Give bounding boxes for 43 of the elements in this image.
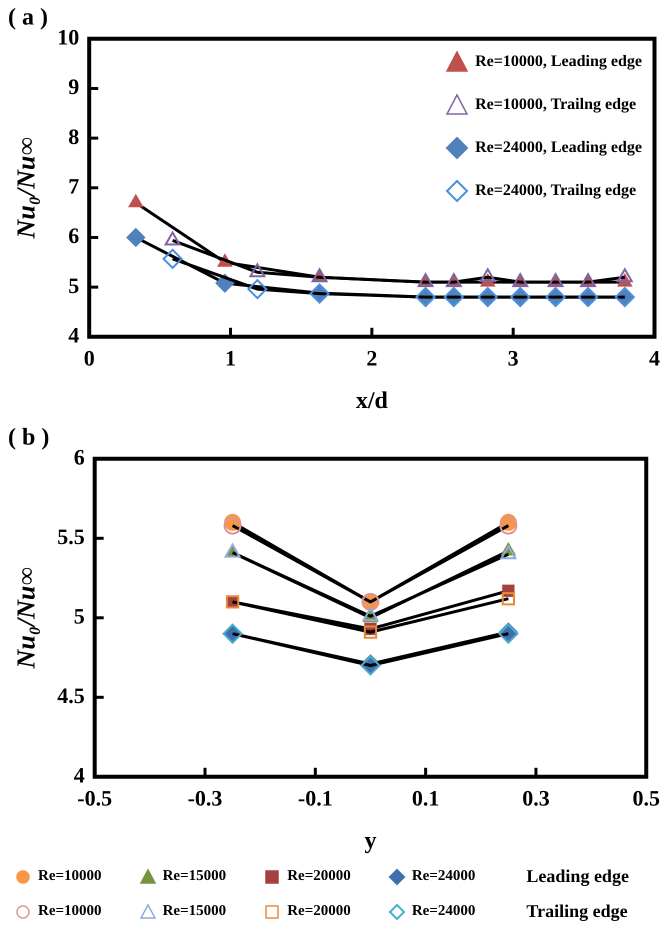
- x-tick-label: 3: [508, 346, 519, 371]
- x-axis-title: y: [364, 828, 376, 854]
- y-tick-label: 4.5: [57, 682, 85, 708]
- text: Leading edge: [525, 866, 630, 887]
- legend-label: Re=24000: [412, 903, 476, 920]
- x-tick-label: -0.1: [298, 786, 333, 811]
- legend-label: Re=20000: [287, 868, 351, 885]
- x-tick-label: -0.5: [77, 786, 112, 811]
- x-tick-label: 0: [84, 346, 95, 371]
- text: Trailing edge: [525, 901, 629, 922]
- y-tick-label: 5: [68, 272, 80, 298]
- y-tick-label: 9: [68, 74, 80, 100]
- y-axis-title: Nu₀/Nu∞: [11, 137, 40, 240]
- x-tick-label: 0.3: [522, 786, 550, 811]
- legend-label: Re=24000, Leading edge: [475, 139, 642, 157]
- legend-label: Re=10000, Trailng edge: [475, 96, 636, 114]
- x-tick-label: 4: [649, 346, 660, 371]
- y-tick-label: 6: [68, 223, 80, 248]
- legend-label: Re=24000, Trailng edge: [475, 182, 636, 200]
- y-tick-label: 6: [74, 444, 85, 470]
- legend-label: Re=10000, Leading edge: [475, 53, 642, 71]
- x-tick-label: -0.3: [188, 786, 222, 811]
- y-tick-label: 5.5: [57, 524, 85, 549]
- y-tick-label: 4: [68, 322, 80, 348]
- x-tick-label: 0.1: [412, 786, 440, 811]
- x-tick-label: 0.5: [632, 786, 660, 811]
- legend-label: Re=15000: [162, 903, 226, 920]
- chart-title: ( a ): [8, 4, 48, 31]
- legend-label: Re=24000: [412, 868, 476, 885]
- x-tick-label: 2: [366, 346, 378, 371]
- y-tick-label: 10: [57, 24, 80, 50]
- legend-label: Re=10000: [38, 868, 102, 885]
- y-tick-label: 7: [68, 173, 80, 198]
- legend-label: Re=10000: [38, 903, 102, 920]
- chart-title: ( b ): [8, 424, 50, 451]
- x-tick-label: 1: [225, 346, 236, 371]
- y-tick-label: 4: [74, 762, 85, 788]
- y-tick-label: 5: [74, 603, 85, 628]
- legend-label: Re=15000: [162, 868, 226, 885]
- legend-label: Re=20000: [287, 903, 351, 920]
- y-axis-title: Nu₀/Nu∞: [11, 567, 40, 670]
- x-axis-title: x/d: [356, 388, 389, 414]
- y-tick-label: 8: [68, 124, 80, 149]
